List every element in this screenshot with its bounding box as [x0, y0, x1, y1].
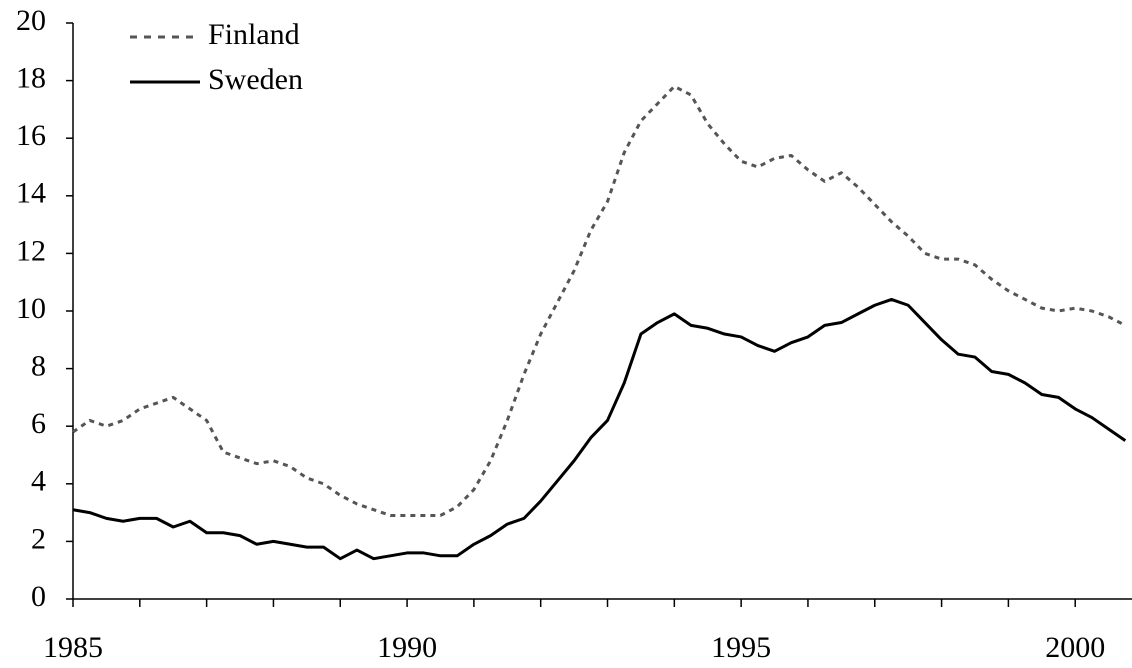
y-tick-label: 10: [16, 292, 46, 325]
y-tick-label: 18: [16, 61, 46, 94]
y-tick-label: 4: [31, 465, 46, 498]
legend-label: Finland: [208, 18, 300, 51]
x-tick-label: 1995: [711, 631, 771, 664]
y-tick-label: 20: [16, 4, 46, 37]
y-tick-label: 8: [31, 349, 46, 382]
y-tick-label: 16: [16, 119, 46, 152]
legend-label: Sweden: [208, 63, 303, 96]
data-line: [72, 297, 1127, 561]
y-tick-label: 2: [31, 522, 46, 555]
y-tick-label: 0: [31, 580, 46, 613]
y-tick-label: 6: [31, 407, 46, 440]
y-tick-label: 14: [16, 177, 46, 210]
data-line: [72, 84, 1127, 517]
x-tick-label: 1990: [377, 631, 437, 664]
x-tick-label: 2000: [1045, 631, 1105, 664]
y-tick-label: 12: [16, 234, 46, 267]
x-tick-label: 1985: [43, 631, 103, 664]
